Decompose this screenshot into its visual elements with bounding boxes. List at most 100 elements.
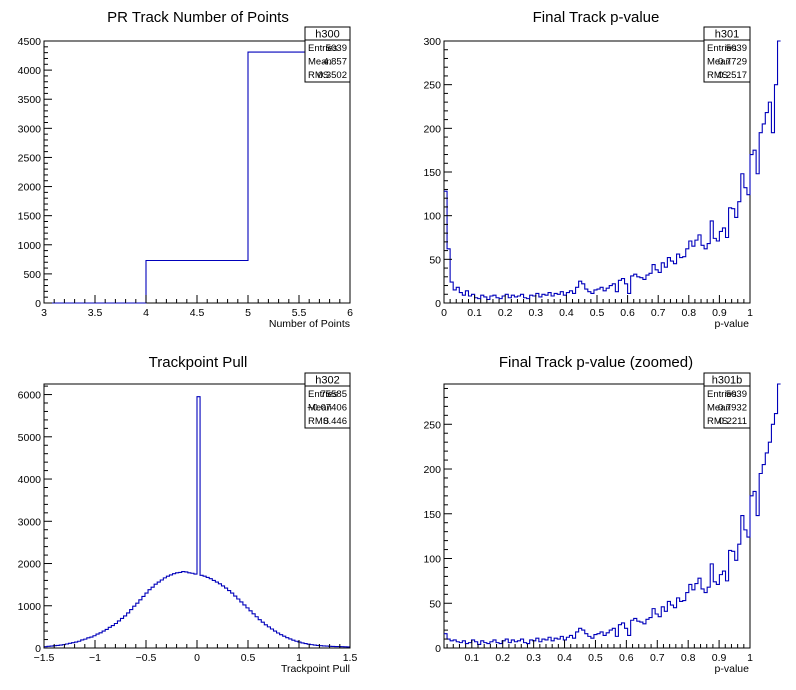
y-tick-label: 1500	[18, 211, 42, 223]
y-tick-label: 200	[423, 123, 441, 135]
stats-label: Entries	[308, 389, 338, 400]
stats-value: 0.7729	[718, 57, 747, 68]
stats-label: Mean	[308, 57, 332, 68]
x-tick-label: 0.6	[620, 307, 635, 319]
stats-box-frame	[304, 26, 351, 83]
x-tick-label: −1	[89, 652, 101, 664]
stats-value: 0.2211	[719, 416, 747, 427]
y-tick-label: 5000	[18, 432, 42, 444]
x-tick-label: 0.5	[588, 652, 603, 664]
x-tick-label: 0.1	[467, 307, 482, 319]
x-tick-label: 5.5	[292, 307, 307, 319]
stats-value: 5039	[726, 389, 747, 400]
x-tick-label: 0.5	[241, 652, 256, 664]
x-axis-label: Number of Points	[269, 318, 350, 330]
histogram-pad-3: Trackpoint Pull 0 1000 2000 3000 4000 5000 6000…	[18, 354, 358, 675]
stats-label: RMS	[308, 416, 329, 427]
y-tick-label: 100	[423, 554, 441, 566]
stats-label: Mean	[707, 403, 731, 414]
x-tick-label: −0.5	[136, 652, 157, 664]
y-tick-label: 1000	[18, 601, 42, 613]
stats-label: RMS	[308, 70, 329, 81]
x-tick-label: 0.4	[557, 652, 572, 664]
y-tick-label: 0	[435, 298, 441, 310]
stats-value: 0.3502	[318, 70, 347, 81]
stats-box-frame	[703, 372, 751, 429]
y-tick-label: 1000	[18, 240, 42, 252]
x-tick-label: 3	[41, 307, 47, 319]
y-tick-label: 3500	[18, 94, 42, 106]
stats-label: Entries	[308, 43, 338, 54]
chart-title: Final Track p-value	[533, 9, 660, 26]
x-tick-label: 6	[347, 307, 353, 319]
x-tick-label: 0.9	[712, 307, 727, 319]
x-tick-label: 4	[143, 307, 149, 319]
x-tick-label: 0.9	[712, 652, 727, 664]
x-tick-label: 0.1	[465, 652, 480, 664]
histogram-line	[44, 396, 350, 648]
stats-label: RMS	[707, 416, 728, 427]
y-tick-label: 4000	[18, 474, 42, 486]
x-tick-label: 0.7	[650, 652, 665, 664]
stats-value: 0.7932	[718, 403, 747, 414]
y-tick-label: 6000	[18, 390, 42, 402]
stats-value: −0.07406	[307, 403, 347, 414]
stats-label: Entries	[707, 389, 737, 400]
stats-value: 4.857	[323, 57, 347, 68]
stats-box-name: h301b	[712, 375, 743, 387]
chart-title: Trackpoint Pull	[149, 354, 248, 371]
y-tick-label: 200	[423, 464, 441, 476]
y-tick-label: 50	[429, 254, 441, 266]
x-tick-label: 0.2	[498, 307, 513, 319]
x-axis-label: Trackpoint Pull	[281, 663, 350, 675]
stats-value: 75585	[321, 389, 347, 400]
stats-label: Mean	[707, 57, 731, 68]
x-tick-label: 0.5	[590, 307, 605, 319]
stats-value: 5039	[726, 43, 747, 54]
y-tick-label: 2500	[18, 152, 42, 164]
y-tick-label: 0	[35, 643, 41, 655]
histogram-pad-4: Final Track p-value (zoomed) 0 50 100 150 200…	[423, 354, 781, 675]
y-tick-label: 150	[423, 167, 441, 179]
y-tick-label: 500	[23, 269, 41, 281]
y-tick-label: 4000	[18, 65, 42, 77]
y-tick-label: 300	[423, 36, 441, 48]
y-tick-label: 0	[35, 298, 41, 310]
x-tick-label: 1	[296, 652, 302, 664]
x-tick-label: 0.3	[528, 307, 543, 319]
y-tick-label: 150	[423, 509, 441, 521]
x-tick-label: 0.3	[526, 652, 541, 664]
plot-frame	[43, 40, 351, 304]
chart-title: PR Track Number of Points	[107, 9, 289, 26]
stats-value: 0.2517	[718, 70, 747, 81]
x-tick-label: 1.5	[343, 652, 358, 664]
y-tick-label: 0	[435, 643, 441, 655]
x-tick-label: 0.7	[651, 307, 666, 319]
x-tick-label: 1	[747, 307, 753, 319]
stats-label: RMS	[707, 70, 728, 81]
x-tick-label: 0.4	[559, 307, 574, 319]
x-tick-label: 0.8	[681, 307, 696, 319]
histogram-pad-1: PR Track Number of Points 0 500 1000 1500 200…	[18, 9, 353, 330]
y-tick-label: 250	[423, 419, 441, 431]
x-tick-label: 5	[245, 307, 251, 319]
stats-box-frame	[703, 26, 751, 83]
x-axis-label: p-value	[715, 663, 750, 675]
histogram-pad-2: Final Track p-value 0 50 100 150 200 250 300 0 0.…	[423, 9, 781, 330]
stats-value: 0.446	[323, 416, 347, 427]
x-tick-label: 0	[441, 307, 447, 319]
x-tick-label: 0	[194, 652, 200, 664]
y-tick-label: 4500	[18, 36, 42, 48]
stats-box-name: h302	[315, 375, 339, 387]
x-tick-label: −1.5	[34, 652, 55, 664]
histogram-line	[444, 40, 781, 301]
y-tick-label: 250	[423, 80, 441, 92]
histogram-line	[44, 51, 350, 304]
stats-box-frame	[304, 372, 351, 429]
histogram-line	[444, 383, 781, 645]
y-tick-label: 3000	[18, 123, 42, 135]
stats-label: Mean	[308, 403, 332, 414]
